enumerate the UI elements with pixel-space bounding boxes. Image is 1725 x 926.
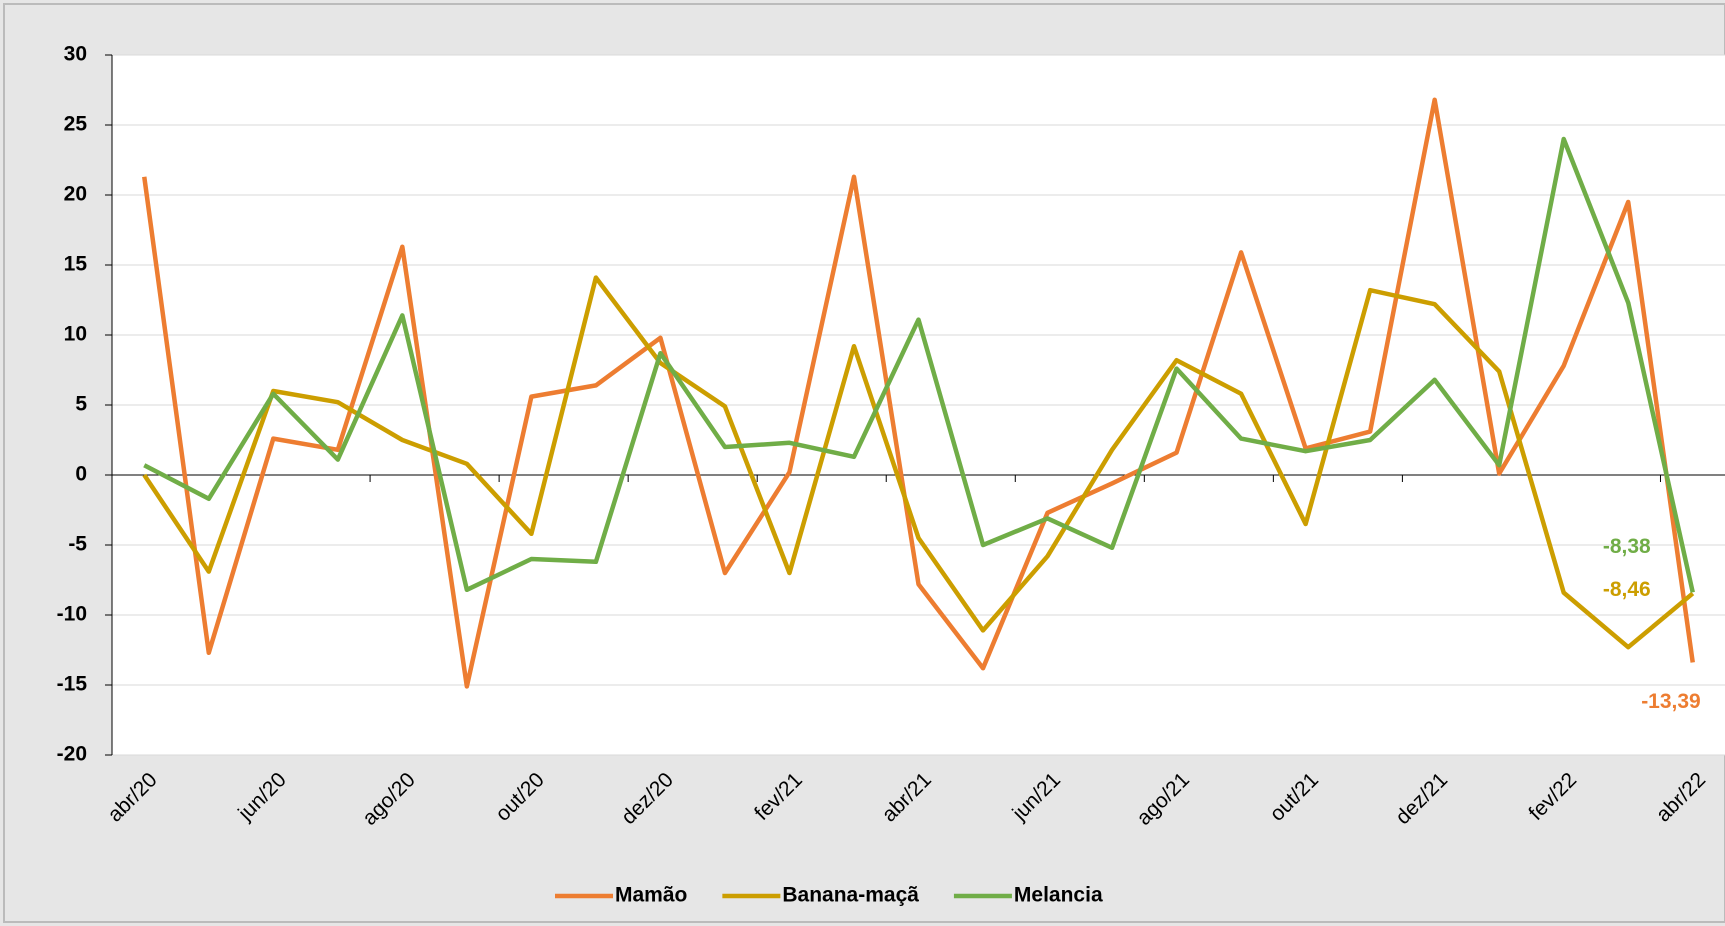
series-line — [143, 136, 1695, 593]
chart-border — [3, 3, 1725, 923]
legend-label: Melancia — [1014, 884, 1103, 907]
y-tick-label: -20 — [57, 743, 87, 766]
data-label: -8,38 — [1603, 535, 1651, 558]
y-tick-label: -15 — [57, 673, 88, 696]
data-label: -13,39 — [1641, 690, 1701, 713]
y-tick-label: -5 — [68, 533, 87, 556]
y-tick-label: 25 — [64, 113, 88, 136]
y-tick-label: 0 — [75, 463, 87, 486]
series-line — [142, 275, 1695, 650]
y-tick-label: 20 — [64, 183, 87, 206]
y-tick-label: -10 — [57, 603, 87, 626]
y-tick-label: 10 — [64, 323, 87, 346]
y-tick-label: 30 — [64, 43, 87, 66]
data-label: -8,46 — [1603, 578, 1651, 601]
series-line — [142, 97, 1695, 689]
y-tick-label: 5 — [75, 393, 87, 416]
legend-label: Banana-maçã — [782, 884, 919, 907]
y-tick-label: 15 — [64, 253, 88, 276]
legend-label: Mamão — [615, 884, 687, 907]
